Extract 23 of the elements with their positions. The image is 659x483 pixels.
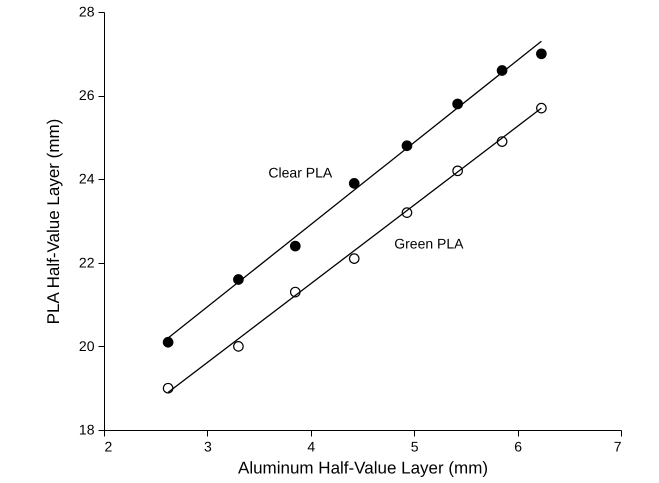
x-tick-label: 6 bbox=[514, 438, 522, 454]
x-axis-title: Aluminum Half-Value Layer (mm) bbox=[238, 458, 488, 478]
point bbox=[536, 102, 547, 114]
y-tick-label: 20 bbox=[78, 338, 95, 354]
y-tick-label: 24 bbox=[78, 170, 95, 187]
x-tick-label: 5 bbox=[410, 438, 419, 454]
x-tick-label: 3 bbox=[204, 438, 212, 454]
x-tick-label: 4 bbox=[307, 438, 316, 454]
y-axis-title: PLA Half-Value Layer (mm) bbox=[44, 118, 63, 324]
y-tick-label: 18 bbox=[78, 422, 95, 438]
y-tick-label: 28 bbox=[78, 4, 95, 20]
x-tick-label: 2 bbox=[104, 438, 112, 454]
y-tick-label: 26 bbox=[78, 87, 95, 104]
x-tick-label: 7 bbox=[614, 438, 622, 454]
point bbox=[162, 336, 174, 348]
point bbox=[233, 341, 244, 352]
y-tick-label: 22 bbox=[78, 254, 95, 270]
point bbox=[290, 240, 301, 252]
point bbox=[348, 253, 360, 264]
series-label: Green PLA bbox=[394, 236, 464, 252]
point bbox=[348, 178, 360, 189]
series-label: Clear PLA bbox=[268, 164, 333, 180]
point bbox=[536, 48, 547, 60]
